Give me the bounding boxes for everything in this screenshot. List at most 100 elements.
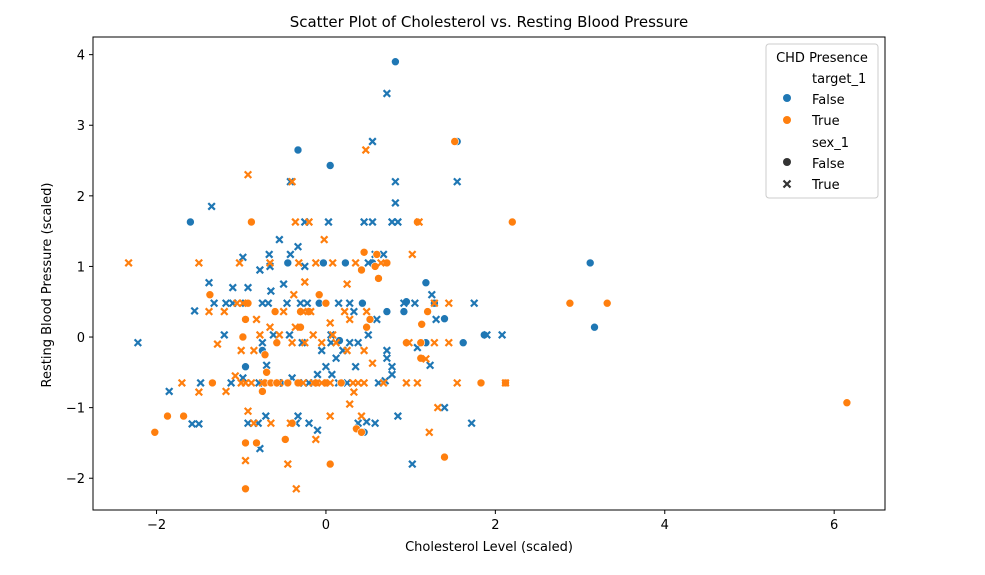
data-point-cross bbox=[262, 361, 271, 370]
data-point-circle bbox=[357, 265, 366, 275]
data-point-cross bbox=[430, 338, 439, 347]
data-point-circle bbox=[205, 290, 215, 300]
data-point-circle bbox=[325, 459, 335, 469]
data-point-cross bbox=[408, 250, 417, 259]
data-point-cross bbox=[204, 307, 214, 316]
data-point-circle bbox=[372, 250, 382, 259]
data-point-cross bbox=[360, 378, 369, 387]
data-point-circle bbox=[293, 145, 303, 155]
data-point-cross bbox=[391, 198, 400, 207]
data-point-cross bbox=[313, 426, 322, 435]
data-point-cross bbox=[289, 290, 298, 299]
data-point-cross bbox=[288, 338, 297, 347]
y-axis: −2 −1 0 1 2 3 4 bbox=[66, 49, 93, 487]
data-point-cross bbox=[391, 177, 400, 186]
data-point-circle bbox=[374, 274, 383, 283]
data-point-cross bbox=[261, 412, 270, 421]
data-point-cross bbox=[387, 362, 397, 371]
data-point-cross bbox=[279, 307, 288, 316]
data-point-circle bbox=[362, 322, 371, 332]
x-tick-label: 0 bbox=[322, 518, 330, 533]
data-point-circle bbox=[283, 258, 293, 268]
data-point-circle bbox=[280, 435, 290, 444]
data-point-cross bbox=[433, 403, 442, 412]
x-tick-label: 2 bbox=[491, 518, 499, 533]
data-point-cross bbox=[300, 262, 309, 271]
data-point-cross bbox=[258, 338, 267, 347]
data-point-cross bbox=[351, 258, 360, 267]
legend-label-target-false: False bbox=[812, 93, 845, 108]
data-point-cross bbox=[410, 299, 419, 308]
data-point-cross bbox=[165, 387, 174, 396]
data-point-cross bbox=[291, 217, 300, 227]
data-point-cross bbox=[221, 387, 231, 396]
data-point-cross bbox=[379, 250, 388, 259]
data-point-cross bbox=[298, 338, 307, 347]
x-axis-label: Cholesterol Level (scaled) bbox=[405, 540, 573, 555]
data-point-cross bbox=[188, 419, 197, 428]
data-point-cross bbox=[265, 258, 275, 267]
data-point-cross bbox=[360, 217, 369, 227]
data-point-cross bbox=[317, 338, 326, 347]
data-point-cross bbox=[470, 299, 479, 308]
data-point-cross bbox=[249, 419, 258, 428]
data-point-circle bbox=[314, 290, 324, 300]
data-point-circle bbox=[421, 278, 431, 288]
legend-hue-title: target_1 bbox=[812, 72, 866, 87]
data-point-cross bbox=[345, 338, 354, 347]
points-layer bbox=[124, 57, 852, 494]
y-tick-label: 1 bbox=[77, 260, 85, 275]
data-point-cross bbox=[292, 484, 301, 493]
data-point-circle bbox=[238, 332, 248, 342]
data-point-circle bbox=[325, 161, 335, 170]
data-point-cross bbox=[332, 354, 341, 363]
data-point-circle bbox=[458, 338, 468, 348]
data-point-cross bbox=[313, 370, 322, 379]
data-point-circle bbox=[382, 307, 392, 316]
data-point-circle bbox=[842, 398, 852, 408]
data-point-cross bbox=[190, 306, 199, 315]
y-tick-label: −2 bbox=[66, 472, 85, 487]
data-point-cross bbox=[194, 388, 203, 397]
legend-label-sex-false: False bbox=[812, 157, 845, 172]
data-point-cross bbox=[196, 378, 205, 387]
data-point-cross bbox=[266, 419, 275, 428]
data-point-circle bbox=[260, 350, 270, 360]
data-point-cross bbox=[288, 177, 297, 186]
data-point-cross bbox=[311, 258, 320, 267]
data-point-circle bbox=[423, 307, 432, 316]
data-point-circle bbox=[359, 248, 369, 257]
data-point-cross bbox=[220, 307, 229, 316]
data-point-cross bbox=[306, 307, 315, 316]
data-point-cross bbox=[345, 315, 354, 324]
data-point-cross bbox=[382, 89, 391, 98]
data-point-circle bbox=[270, 307, 280, 316]
data-point-cross bbox=[349, 307, 358, 316]
data-point-cross bbox=[317, 378, 326, 387]
data-point-cross bbox=[368, 217, 377, 227]
data-point-cross bbox=[345, 400, 354, 409]
data-point-cross bbox=[482, 330, 491, 339]
data-point-circle bbox=[258, 387, 267, 396]
data-point-cross bbox=[286, 419, 295, 428]
data-point-cross bbox=[404, 338, 414, 347]
data-point-circle bbox=[391, 57, 400, 67]
data-point-cross bbox=[348, 378, 358, 387]
data-point-cross bbox=[321, 362, 330, 371]
legend-box bbox=[765, 43, 879, 199]
data-point-circle bbox=[440, 314, 449, 324]
data-point-cross bbox=[264, 299, 273, 308]
y-tick-label: −1 bbox=[66, 402, 85, 417]
data-point-cross bbox=[252, 315, 261, 324]
data-point-cross bbox=[269, 330, 278, 339]
data-point-cross bbox=[340, 307, 349, 316]
data-point-cross bbox=[304, 217, 314, 227]
data-point-cross bbox=[427, 290, 436, 299]
data-point-circle bbox=[262, 367, 271, 377]
data-point-cross bbox=[311, 435, 320, 444]
data-point-cross bbox=[345, 299, 354, 308]
data-point-cross bbox=[382, 354, 391, 363]
data-point-cross bbox=[372, 315, 381, 324]
data-point-cross bbox=[368, 359, 377, 368]
